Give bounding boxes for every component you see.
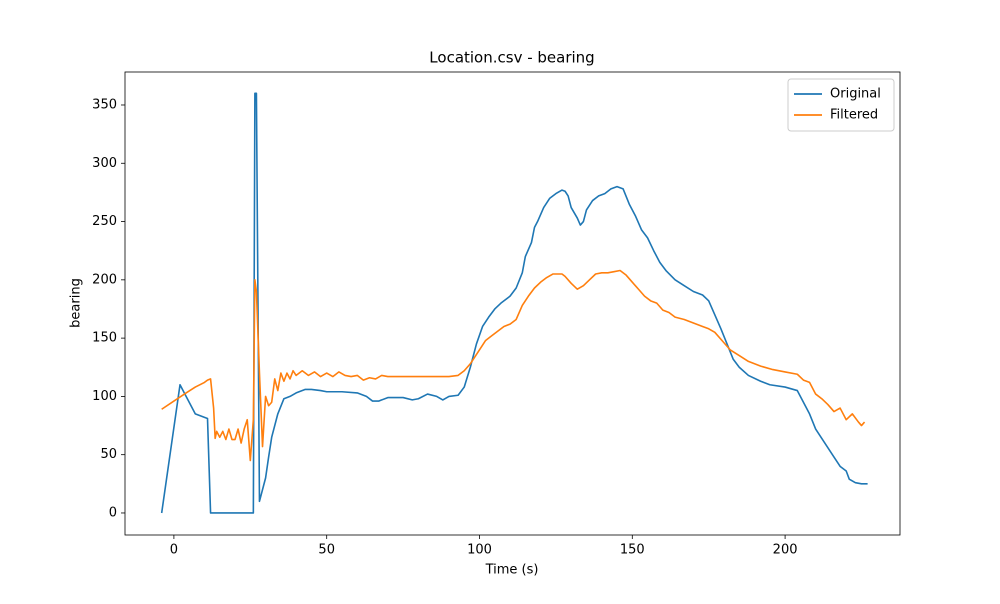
x-tick-label: 50 — [318, 543, 335, 558]
y-tick-label: 200 — [92, 272, 117, 287]
legend-label: Filtered — [830, 108, 878, 123]
y-tick-label: 150 — [92, 331, 117, 346]
x-axis-label: Time (s) — [485, 563, 539, 578]
x-tick-label: 200 — [773, 543, 798, 558]
y-tick-label: 350 — [92, 97, 117, 112]
series-line — [161, 269, 866, 462]
chart-title: Location.csv - bearing — [429, 49, 594, 67]
x-tick-label: 0 — [170, 543, 178, 558]
y-tick-label: 50 — [100, 447, 117, 462]
plot-frame — [124, 71, 901, 536]
legend-box — [787, 78, 895, 132]
x-tick-label: 150 — [620, 543, 645, 558]
y-tick-label: 100 — [92, 389, 117, 404]
y-tick-label: 250 — [92, 214, 117, 229]
legend-label: Original — [830, 87, 881, 102]
y-axis-label: bearing — [69, 278, 84, 328]
y-tick-label: 0 — [109, 505, 117, 520]
x-tick-label: 100 — [467, 543, 492, 558]
series-line — [160, 92, 868, 514]
y-tick-label: 300 — [92, 156, 117, 171]
